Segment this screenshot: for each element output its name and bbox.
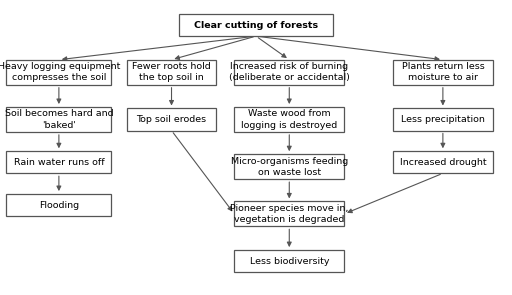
Text: Fewer roots hold
the top soil in: Fewer roots hold the top soil in: [132, 62, 211, 82]
Text: Pioneer species move in,
vegetation is degraded: Pioneer species move in, vegetation is d…: [230, 204, 349, 224]
Text: Soil becomes hard and
'baked': Soil becomes hard and 'baked': [5, 109, 113, 130]
FancyBboxPatch shape: [179, 14, 333, 36]
FancyBboxPatch shape: [393, 60, 493, 85]
FancyBboxPatch shape: [234, 60, 344, 85]
FancyBboxPatch shape: [7, 60, 112, 85]
Text: Increased risk of burning
(deliberate or accidental): Increased risk of burning (deliberate or…: [229, 62, 350, 82]
FancyBboxPatch shape: [393, 109, 493, 130]
FancyBboxPatch shape: [393, 151, 493, 173]
Text: Heavy logging equipment
compresses the soil: Heavy logging equipment compresses the s…: [0, 62, 120, 82]
Text: Increased drought: Increased drought: [399, 158, 486, 167]
FancyBboxPatch shape: [7, 194, 112, 216]
FancyBboxPatch shape: [127, 109, 216, 130]
Text: Flooding: Flooding: [39, 201, 79, 209]
FancyBboxPatch shape: [234, 250, 344, 272]
Text: Top soil erodes: Top soil erodes: [137, 115, 206, 124]
Text: Micro-organisms feeding
on waste lost: Micro-organisms feeding on waste lost: [230, 157, 348, 177]
FancyBboxPatch shape: [127, 60, 216, 85]
Text: Clear cutting of forests: Clear cutting of forests: [194, 21, 318, 30]
FancyBboxPatch shape: [234, 201, 344, 227]
FancyBboxPatch shape: [234, 107, 344, 132]
Text: Plants return less
moisture to air: Plants return less moisture to air: [401, 62, 484, 82]
Text: Less biodiversity: Less biodiversity: [249, 257, 329, 266]
FancyBboxPatch shape: [7, 107, 112, 132]
FancyBboxPatch shape: [234, 154, 344, 179]
Text: Rain water runs off: Rain water runs off: [13, 158, 104, 167]
Text: Less precipitation: Less precipitation: [401, 115, 485, 124]
FancyBboxPatch shape: [7, 151, 112, 173]
Text: Waste wood from
logging is destroyed: Waste wood from logging is destroyed: [241, 109, 337, 130]
